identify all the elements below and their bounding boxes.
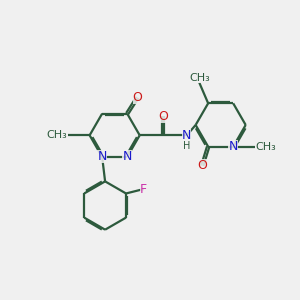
- Text: O: O: [158, 110, 168, 123]
- Text: H: H: [183, 142, 190, 152]
- Text: F: F: [140, 182, 147, 196]
- Text: N: N: [98, 151, 107, 164]
- Text: CH₃: CH₃: [255, 142, 276, 152]
- Text: O: O: [133, 91, 142, 104]
- Text: CH₃: CH₃: [47, 130, 68, 140]
- Text: O: O: [197, 159, 207, 172]
- Text: N: N: [182, 129, 191, 142]
- Text: CH₃: CH₃: [189, 73, 210, 83]
- Text: N: N: [122, 151, 132, 164]
- Text: N: N: [229, 140, 238, 153]
